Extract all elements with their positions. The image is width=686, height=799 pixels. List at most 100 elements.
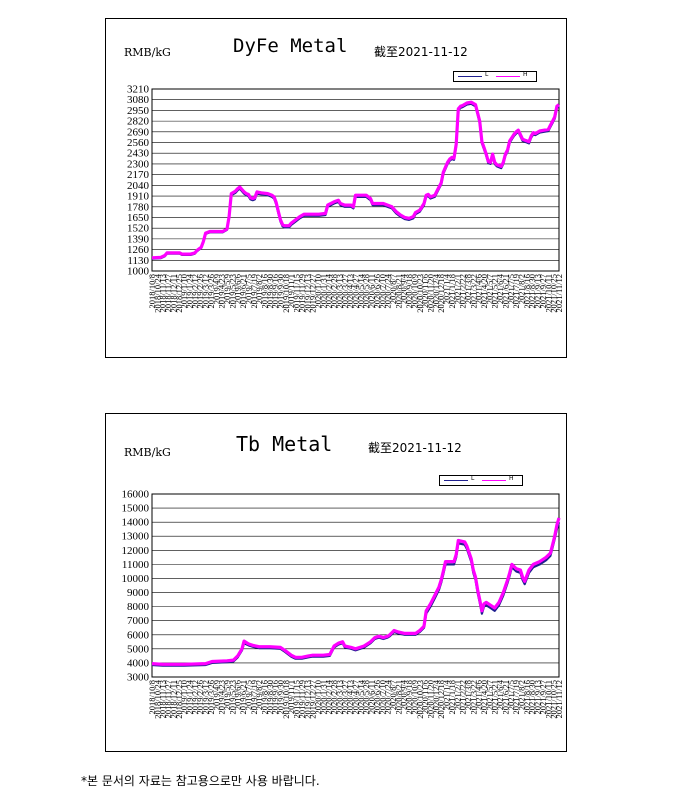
tb-ytick-label: 16000: [122, 489, 150, 501]
tb-xtick-label: 2019/12/27: [308, 680, 318, 719]
tb-xtick-label: 2018/10/8: [147, 680, 157, 714]
dyfe-xtick-label: 2019/9/16: [270, 274, 280, 308]
tb-legend-label-l: L: [471, 475, 475, 482]
tb-legend-swatch-h: [482, 480, 506, 481]
dyfe-unit-label: RMB/kG: [124, 46, 171, 59]
dyfe-xtick-label: 2021/7/19: [511, 274, 521, 308]
tb-xtick-label: 2021/5/21: [490, 680, 500, 714]
tb-xtick-label: 2021/4/6: [474, 680, 484, 710]
tb-xtick-label: 2019/6/6: [233, 680, 243, 710]
tb-ytick-label: 15000: [122, 503, 150, 515]
tb-ytick-label: 11000: [122, 559, 150, 571]
tb-xtick-label: 2020/6/11: [367, 680, 377, 714]
tb-xtick-label: 2020/7/10: [377, 680, 387, 714]
tb-xtick-label: 2020/8/21: [393, 680, 403, 714]
tb-xtick-label: 2018/12/11: [168, 680, 178, 718]
tb-ytick-label: 12000: [122, 545, 150, 557]
dyfe-xtick-label: 2021/1/18: [447, 274, 457, 308]
tb-xtick-label: 2021/8/30: [527, 680, 537, 714]
tb-xtick-label: 2019/11/15: [292, 680, 302, 718]
dyfe-xtick-label: 2020/3/27: [340, 274, 350, 308]
tb-xtick-label: 2019/7/19: [249, 680, 259, 714]
dyfe-xtick-label: 2020/3/13: [334, 274, 344, 308]
tb-xtick-label: 2021/8/16: [522, 680, 532, 714]
tb-xtick-label: 2019/1/24: [184, 679, 194, 714]
dyfe-xtick-label: 2019/7/19: [249, 274, 259, 308]
dyfe-ytick-label: 2560: [127, 137, 150, 149]
dyfe-xtick-label: 2020/11/6: [420, 274, 430, 308]
tb-ytick-label: 3000: [127, 672, 150, 684]
tb-xtick-label: 2018/11/27: [163, 680, 173, 718]
dyfe-legend: L H: [453, 71, 537, 82]
tb-xtick-label: 2020/9/18: [404, 680, 414, 714]
tb-xtick-label: 2021/6/4: [495, 679, 505, 710]
tb-legend: L H: [439, 475, 523, 486]
tb-ytick-label: 8000: [127, 601, 150, 613]
tb-xtick-label: 2020/3/13: [334, 680, 344, 714]
tb-xtick-label: 2019/11/29: [297, 680, 307, 718]
tb-xtick-label: 2021/6/21: [500, 680, 510, 714]
dyfe-ytick-label: 2300: [127, 158, 150, 170]
tb-legend-label-h: H: [509, 475, 514, 482]
dyfe-xtick-label: 2021/3/22: [468, 274, 478, 308]
tb-ytick-label: 4000: [127, 657, 150, 669]
tb-xtick-label: 2019/8/2: [254, 680, 264, 710]
dyfe-chart-title: DyFe Metal: [233, 35, 348, 57]
dyfe-xtick-label: 2020/11/20: [425, 274, 435, 312]
dyfe-xtick-label: 2019/8/2: [254, 274, 264, 304]
dyfe-ytick-label: 1260: [127, 244, 150, 256]
dyfe-series-h-line: [151, 100, 561, 260]
dyfe-legend-swatch-l: [458, 76, 482, 77]
tb-xtick-label: 2019/6/21: [238, 680, 248, 714]
tb-xtick-label: 2020/4/13: [345, 680, 355, 714]
tb-xtick-label: 2021/10/25: [549, 680, 559, 719]
dyfe-ytick-label: 1780: [127, 201, 150, 213]
tb-xtick-label: 2019/5/9: [222, 680, 232, 710]
dyfe-ytick-label: 1910: [127, 191, 150, 203]
dyfe-xtick-label: 2019/7/5: [243, 274, 253, 304]
tb-xtick-label: 2019/9/16: [270, 680, 280, 714]
tb-xtick-label: 2020/12/4: [431, 679, 441, 714]
dyfe-xtick-label: 2020/5/28: [361, 274, 371, 308]
tb-ytick-label: 6000: [127, 629, 150, 641]
tb-xtick-label: 2020/2/28: [329, 680, 339, 714]
tb-ytick-label: 9000: [127, 587, 150, 599]
dyfe-xtick-label: 2021/9/27: [538, 274, 548, 308]
tb-xtick-label: 2020/1/31: [318, 680, 328, 714]
tb-xtick-label: 2019/2/26: [195, 680, 205, 714]
tb-unit-label: RMB/kG: [124, 446, 171, 459]
tb-xtick-label: 2020/10/23: [415, 680, 425, 719]
tb-xtick-label: 2019/8/16: [259, 680, 269, 714]
dyfe-xtick-label: 2019/4/9: [211, 274, 221, 304]
dyfe-ytick-label: 1650: [127, 212, 150, 224]
tb-xtick-label: 2020/8/7: [388, 680, 398, 710]
footer-note: *본 문서의 자료는 참고용으로만 사용 바랍니다.: [81, 774, 320, 788]
tb-xtick-label: 2019/4/9: [211, 680, 221, 710]
tb-xtick-label: 2021/7/5: [506, 680, 516, 710]
dyfe-xtick-label: 2020/9/18: [404, 274, 414, 308]
tb-series-h-line: [151, 517, 561, 666]
tb-xtick-label: 2020/4/27: [351, 680, 361, 714]
tb-xtick-label: 2020/11/20: [425, 680, 435, 718]
dyfe-xtick-label: 2021/10/11: [543, 274, 553, 312]
tb-xtick-label: 2020/7/24: [383, 679, 393, 714]
tb-xtick-label: 2019/7/5: [243, 680, 253, 710]
dyfe-xtick-label: 2019/10/18: [281, 274, 291, 313]
tb-date-label: 截至2021-11-12: [368, 441, 462, 455]
tb-xtick-label: 2021/4/20: [479, 680, 489, 714]
tb-xtick-label: 2021/3/8: [463, 680, 473, 710]
dyfe-xtick-label: 2019/6/21: [238, 274, 248, 308]
tb-plot-frame: [151, 493, 560, 678]
dyfe-xtick-label: 2020/2/14: [324, 273, 334, 308]
dyfe-xtick-label: 2021/8/2: [517, 274, 527, 304]
dyfe-xtick-label: 2019/3/26: [206, 274, 216, 308]
tb-xtick-label: 2019/5/23: [227, 680, 237, 714]
dyfe-ytick-label: 1130: [127, 255, 149, 267]
dyfe-ytick-label: 3080: [127, 94, 150, 106]
dyfe-xtick-label: 2019/2/12: [190, 274, 200, 308]
tb-xtick-label: 2019/3/12: [201, 680, 211, 714]
dyfe-xtick-label: 2021/8/16: [522, 274, 532, 308]
dyfe-xtick-label: 2020/12/4: [431, 273, 441, 308]
dyfe-legend-label-h: H: [523, 71, 528, 78]
dyfe-xtick-label: 2018/10/24: [152, 273, 162, 312]
